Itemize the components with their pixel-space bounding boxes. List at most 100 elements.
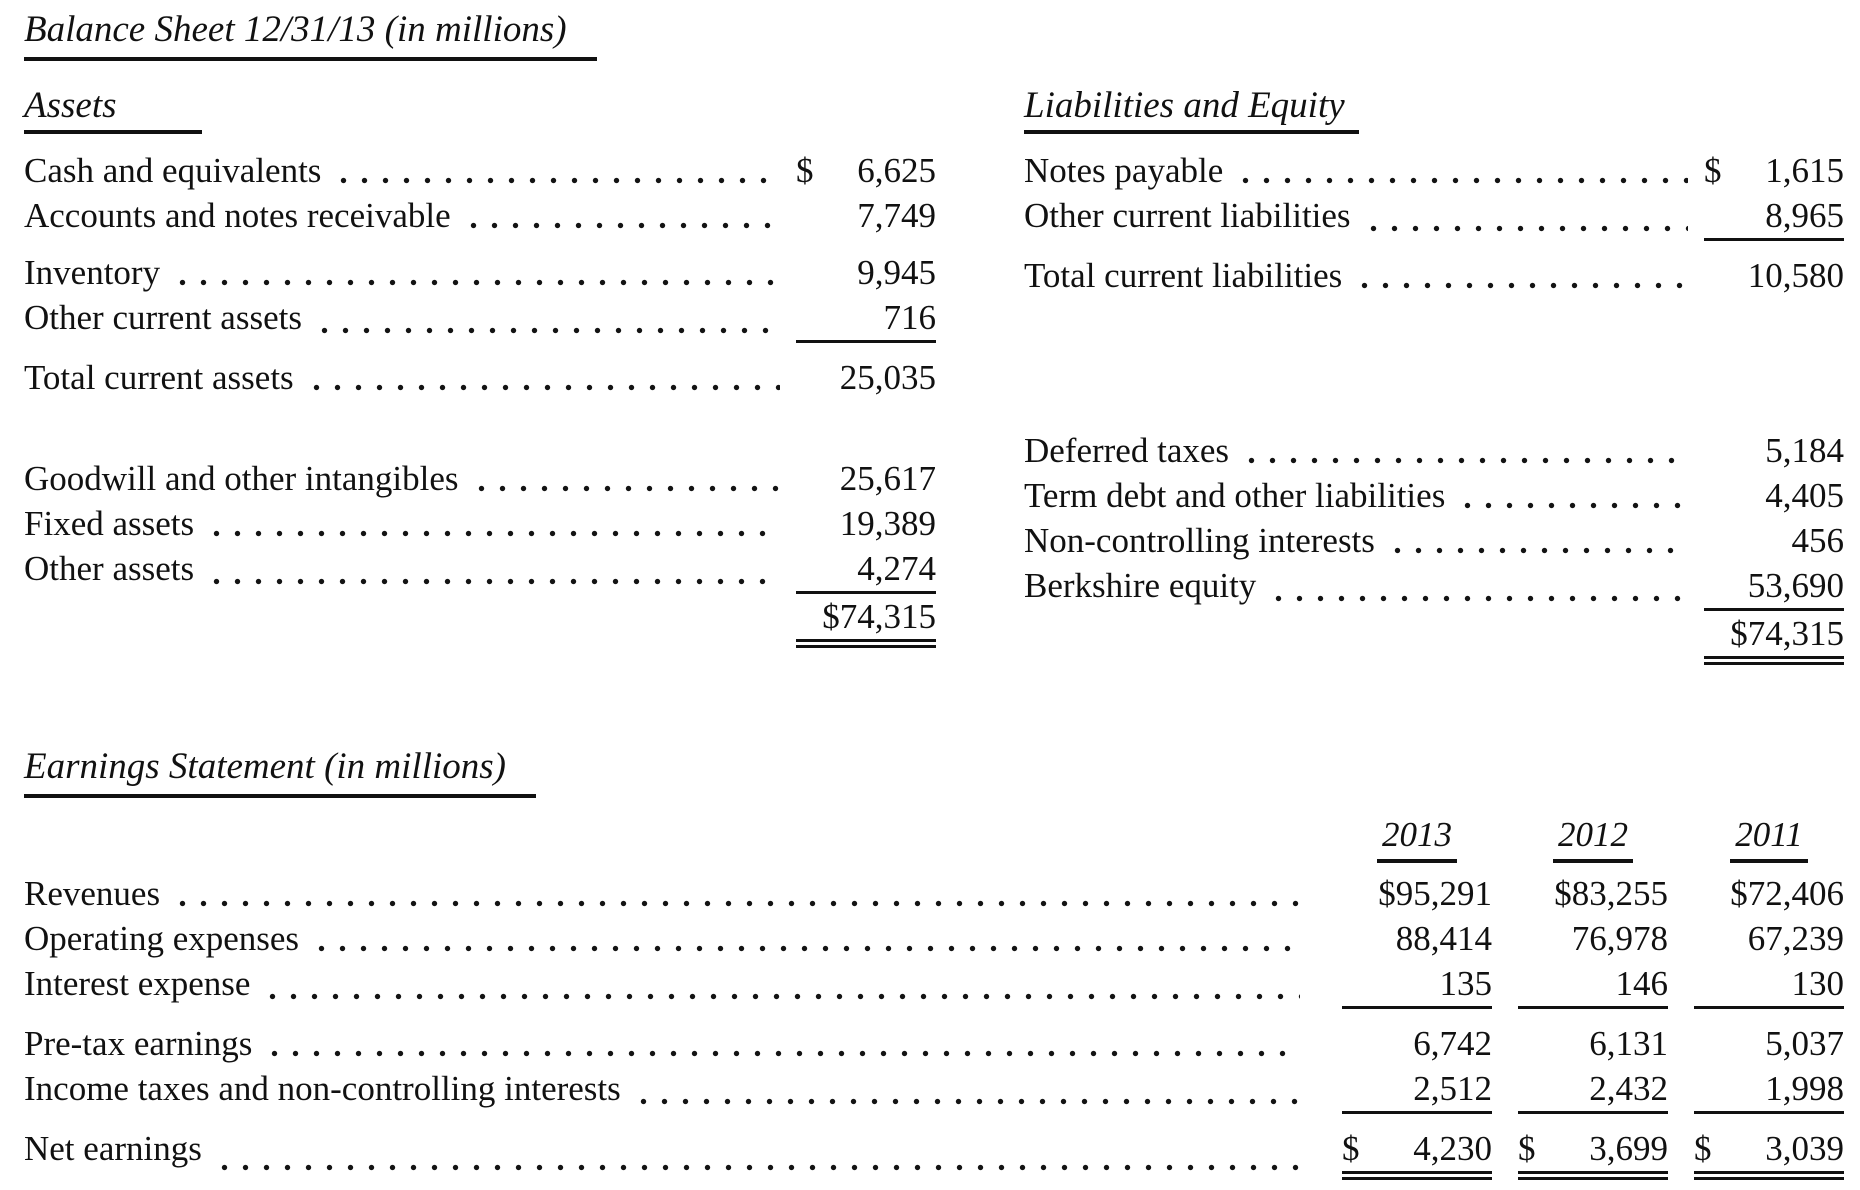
asset-value: 19,389 [796,501,936,546]
dot-leader [262,1021,1300,1066]
dollar-sign: $ [1694,1129,1712,1168]
earnings-label: Revenues [24,874,161,913]
liability-value: 4,405 [1704,473,1844,518]
asset-row-cash: Cash and equivalents $6,625 [24,148,936,193]
asset-label: Other assets [24,549,195,588]
year-column-header-2012: 2012 [1518,812,1668,863]
amount: 3,039 [1765,1129,1844,1168]
amount: 88,414 [1395,919,1492,958]
earnings-value-2011: 5,037 [1694,1021,1844,1066]
asset-label: Fixed assets [24,504,195,543]
amount: 25,617 [839,459,936,498]
dollar-sign: $ [796,151,814,190]
amount: 4,274 [857,549,936,588]
amount: $72,406 [1730,874,1844,913]
earnings-row-revenues: Revenues $95,291 $83,255 $72,406 [24,871,1844,916]
liabilities-equity-section: Liabilities and Equity Notes payable $1,… [1024,87,1844,665]
earnings-statement-title: Earnings Statement (in millions) [24,747,536,798]
earnings-value-2012: 76,978 [1518,916,1668,961]
liability-value: 8,965 [1704,193,1844,241]
year-column-header-2013: 2013 [1342,812,1492,863]
earnings-value-2013: 2,512 [1342,1066,1492,1114]
asset-row-receivables: Accounts and notes receivable 7,749 [24,193,936,238]
dot-leader [1360,193,1688,241]
liabilities-equity-heading: Liabilities and Equity [1024,87,1359,134]
liability-row-term-debt: Term debt and other liabilities 4,405 [1024,473,1844,518]
amount: 6,131 [1589,1024,1668,1063]
liability-row-notes-payable: Notes payable $1,615 [1024,148,1844,193]
amount: 5,184 [1765,431,1844,470]
asset-label: Accounts and notes receivable [24,196,451,235]
earnings-row-operating-expenses: Operating expenses 88,414 76,978 67,239 [24,916,1844,961]
earnings-value-2012: 6,131 [1518,1021,1668,1066]
balance-sheet: Assets Cash and equivalents $6,625 Accou… [24,87,1844,665]
earnings-value-2011: 1,998 [1694,1066,1844,1114]
liability-value: 5,184 [1704,428,1844,473]
dollar-sign: $ [1518,1129,1536,1168]
liability-row-total-current: Total current liabilities 10,580 [1024,253,1844,298]
amount: 7,749 [857,196,936,235]
earnings-value-2013: $95,291 [1342,871,1492,916]
asset-total-value: $74,315 [796,594,936,648]
liability-label: Total current liabilities [1024,256,1343,295]
liability-row-other-current: Other current liabilities 8,965 [1024,193,1844,241]
amount: 19,389 [839,504,936,543]
asset-label: Total current assets [24,358,294,397]
amount: $74,315 [822,597,936,636]
dot-leader [1352,253,1688,298]
assets-section: Assets Cash and equivalents $6,625 Accou… [24,87,936,665]
asset-row-fixed: Fixed assets 19,389 [24,501,936,546]
amount: 76,978 [1571,919,1668,958]
liability-row-noncontrolling: Non-controlling interests 456 [1024,518,1844,563]
asset-label: Goodwill and other intangibles [24,459,459,498]
dot-leader [303,355,780,400]
asset-value: 25,617 [796,456,936,501]
amount: 146 [1615,964,1669,1003]
liability-label: Notes payable [1024,151,1224,190]
liability-label: Non-controlling interests [1024,521,1375,560]
earnings-label: Pre-tax earnings [24,1024,253,1063]
amount: 25,035 [839,358,936,397]
liability-value: 53,690 [1704,563,1844,611]
dot-leader [630,1066,1300,1114]
dot-leader [309,916,1300,961]
dot-leader [331,148,780,193]
dot-leader [260,961,1300,1009]
balance-sheet-title: Balance Sheet 12/31/13 (in millions) [24,10,597,61]
amount: $83,255 [1554,874,1668,913]
asset-label: Cash and equivalents [24,151,322,190]
liability-label: Deferred taxes [1024,431,1230,470]
dollar-sign: $ [1704,151,1722,190]
asset-row-other: Other assets 4,274 [24,546,936,594]
dot-leader [1455,473,1688,518]
earnings-label: Interest expense [24,964,251,1003]
asset-value: 716 [796,295,936,343]
amount: 8,965 [1765,196,1844,235]
earnings-value-2011: $72,406 [1694,871,1844,916]
amount: 9,945 [857,253,936,292]
earnings-value-2012: 146 [1518,961,1668,1009]
asset-row-goodwill: Goodwill and other intangibles 25,617 [24,456,936,501]
liability-label: Berkshire equity [1024,566,1257,605]
dot-leader [460,193,780,238]
asset-row-other-current: Other current assets 716 [24,295,936,343]
earnings-value-2011: 67,239 [1694,916,1844,961]
dot-leader [1384,518,1688,563]
asset-value: 4,274 [796,546,936,594]
asset-value: 7,749 [796,193,936,238]
liability-row-deferred-taxes: Deferred taxes 5,184 [1024,428,1844,473]
amount: 1,615 [1765,151,1844,190]
earnings-statement: Earnings Statement (in millions) 2013 20… [24,747,1844,1180]
amount: 10,580 [1747,256,1844,295]
dot-leader [211,1126,1300,1180]
amount: 4,230 [1413,1129,1492,1168]
amount: 1,998 [1765,1069,1844,1108]
asset-value: 9,945 [796,250,936,295]
dot-leader [204,501,780,546]
liability-value: 10,580 [1704,253,1844,298]
amount: 6,742 [1413,1024,1492,1063]
earnings-label: Operating expenses [24,919,300,958]
liability-total-value: $74,315 [1704,611,1844,665]
earnings-year-header-row: 2013 2012 2011 [24,812,1844,863]
